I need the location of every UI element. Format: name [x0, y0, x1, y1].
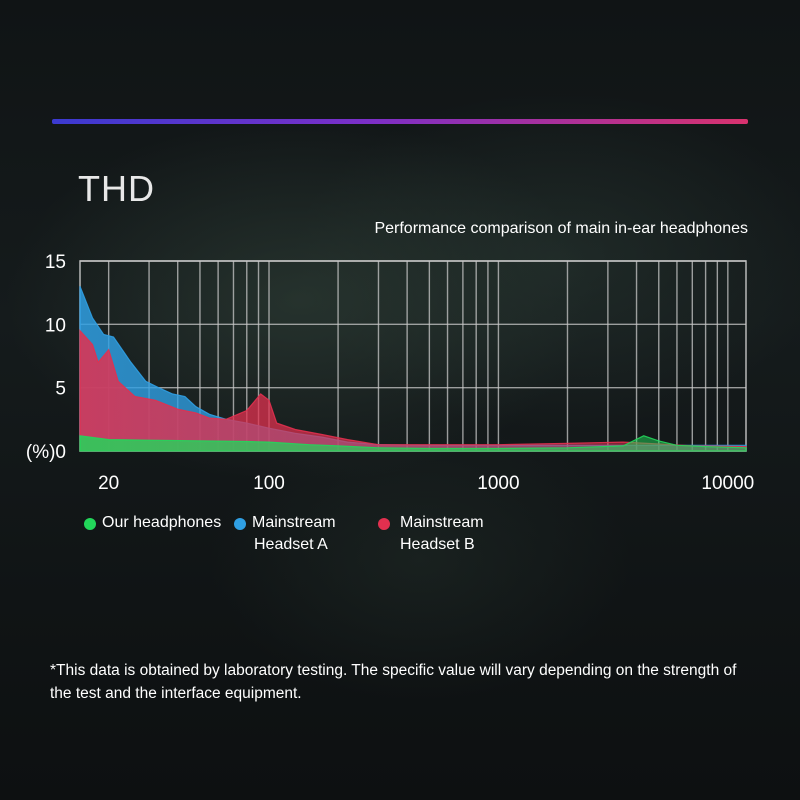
gradient-divider [52, 119, 748, 124]
y-tick-label: 5 [55, 379, 66, 400]
y-tick-label: (%)0 [26, 442, 66, 463]
x-tick-label: 10000 [701, 473, 754, 494]
chart-subtitle: Performance comparison of main in-ear he… [374, 220, 748, 237]
series-area-mainstream-headset-b [79, 329, 747, 452]
series-area-our-headphones [79, 435, 747, 452]
chart-title: THD [78, 168, 155, 209]
y-tick-label: 15 [45, 252, 66, 273]
x-tick-label: 100 [253, 473, 285, 494]
y-tick-label: 10 [45, 315, 66, 336]
footnote: *This data is obtained by laboratory tes… [50, 662, 737, 702]
x-tick-label: 20 [98, 473, 119, 494]
x-tick-label: 1000 [477, 473, 519, 494]
